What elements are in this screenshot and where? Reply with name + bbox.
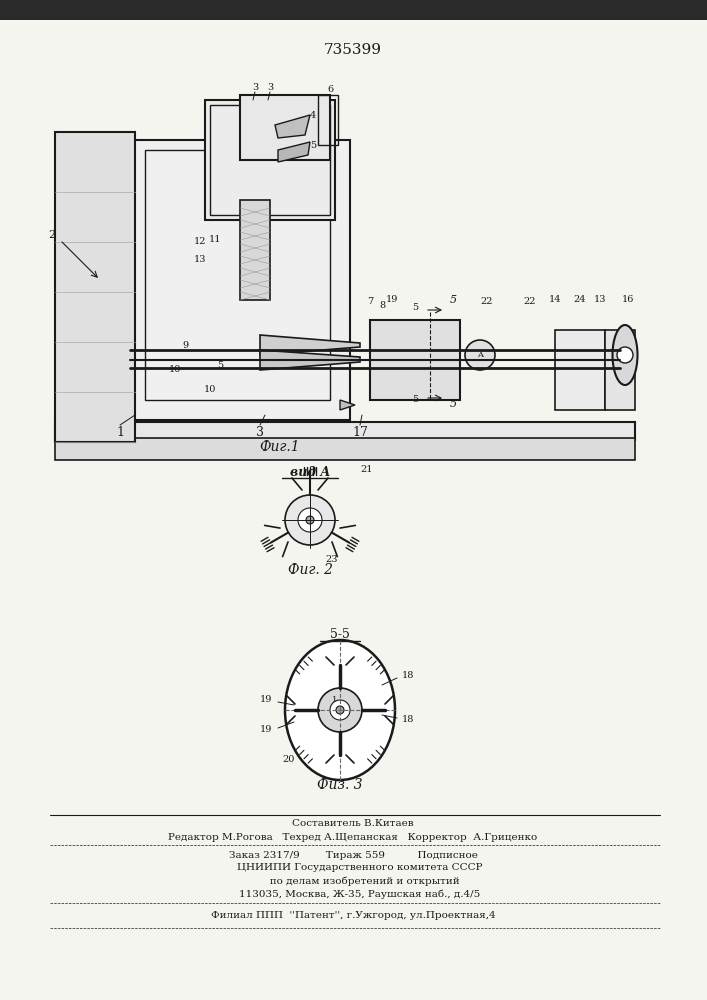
Text: 13: 13	[594, 296, 606, 304]
Text: 735399: 735399	[324, 43, 382, 57]
Text: 113035, Москва, Ж-35, Раушская наб., д.4/5: 113035, Москва, Ж-35, Раушская наб., д.4…	[226, 889, 480, 899]
Text: 3: 3	[267, 84, 273, 93]
Bar	[55, 438, 635, 460]
Text: Редактор М.Рогова   Техред А.Щепанская   Корректор  А.Гриценко: Редактор М.Рогова Техред А.Щепанская Кор…	[168, 832, 537, 842]
Bar	[370, 320, 460, 400]
Ellipse shape	[612, 325, 638, 385]
Circle shape	[318, 688, 362, 732]
Text: 5: 5	[450, 399, 457, 409]
Bar	[205, 100, 335, 220]
Circle shape	[285, 495, 335, 545]
Text: Фиг. 2: Фиг. 2	[288, 563, 332, 577]
Text: 21: 21	[360, 466, 373, 475]
Text: 11: 11	[209, 235, 221, 244]
Text: Заказ 2317/9        Тираж 559          Подписное: Заказ 2317/9 Тираж 559 Подписное	[228, 850, 477, 859]
Polygon shape	[278, 142, 310, 162]
Circle shape	[465, 340, 495, 370]
Circle shape	[336, 706, 344, 714]
Text: A: A	[477, 351, 483, 359]
Bar	[55, 422, 635, 440]
Text: 3: 3	[252, 84, 258, 93]
Text: 5: 5	[412, 304, 418, 312]
Text: 16: 16	[622, 296, 634, 304]
Text: 1: 1	[116, 426, 124, 440]
Circle shape	[306, 516, 314, 524]
Ellipse shape	[285, 640, 395, 780]
Text: 19: 19	[386, 296, 398, 304]
Bar	[0, 0, 707, 20]
Polygon shape	[275, 115, 310, 138]
Text: 1: 1	[332, 696, 338, 704]
Text: 19: 19	[259, 726, 272, 734]
Bar	[555, 330, 605, 410]
Text: 5: 5	[217, 360, 223, 369]
Text: 9: 9	[182, 340, 188, 350]
Text: Фиг.1: Фиг.1	[259, 440, 300, 454]
Text: 5: 5	[412, 395, 418, 404]
Text: 5: 5	[450, 295, 457, 305]
Bar	[318, 95, 338, 145]
Text: 22: 22	[481, 298, 493, 306]
Bar	[390, 320, 450, 390]
Text: по делам изобретений и открытий: по делам изобретений и открытий	[247, 876, 460, 886]
Text: 17: 17	[352, 426, 368, 440]
Text: 8: 8	[379, 302, 385, 310]
Text: 13: 13	[194, 255, 206, 264]
Bar	[210, 105, 330, 215]
Text: 20: 20	[283, 756, 295, 764]
Bar	[240, 95, 330, 160]
Circle shape	[298, 508, 322, 532]
Text: 3: 3	[256, 426, 264, 440]
Text: 5: 5	[310, 140, 316, 149]
Text: 22: 22	[524, 298, 536, 306]
Circle shape	[330, 700, 350, 720]
Text: 23: 23	[325, 556, 337, 564]
Text: Физ. 3: Физ. 3	[317, 778, 363, 792]
Polygon shape	[340, 400, 355, 410]
Text: 18: 18	[402, 670, 414, 680]
Text: Составитель В.Китаев: Составитель В.Китаев	[292, 818, 414, 828]
Text: вид A: вид A	[290, 466, 330, 479]
Text: 10: 10	[204, 385, 216, 394]
Text: 7: 7	[367, 298, 373, 306]
Text: 12: 12	[194, 237, 206, 246]
Bar	[240, 200, 270, 300]
Text: 2: 2	[49, 230, 56, 240]
Text: 14: 14	[549, 296, 561, 304]
Text: ЦНИИПИ Государственного комитета СССР: ЦНИИПИ Государственного комитета СССР	[223, 863, 482, 872]
Bar	[130, 140, 350, 420]
Text: 18: 18	[402, 716, 414, 724]
Text: 5-5: 5-5	[330, 629, 350, 642]
Polygon shape	[260, 335, 360, 355]
Bar	[605, 330, 635, 410]
Bar	[55, 132, 135, 442]
Bar	[145, 150, 330, 400]
Polygon shape	[260, 350, 360, 370]
Text: 19: 19	[259, 696, 272, 704]
Text: 24: 24	[574, 296, 586, 304]
Text: 10: 10	[169, 365, 181, 374]
Text: Филиал ППП  ''Патент'', г.Ужгород, ул.Проектная,4: Филиал ППП ''Патент'', г.Ужгород, ул.Про…	[211, 910, 496, 920]
Circle shape	[617, 347, 633, 363]
Text: 6: 6	[327, 86, 333, 95]
Text: 4: 4	[310, 110, 316, 119]
